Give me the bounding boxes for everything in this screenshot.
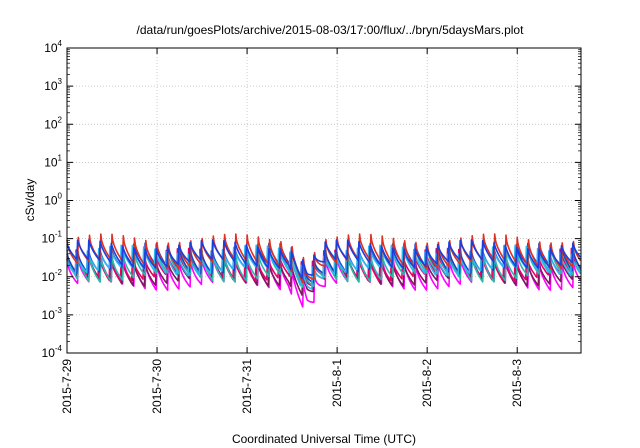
y-tick-label: 103 [44,77,62,93]
y-tick-label: 10-4 [42,344,63,360]
series-line [66,239,582,280]
y-axis-ticks: 10-4 10-3 10-2 10-1 100 101 102 103 104 [42,39,581,360]
grid-lines [66,47,581,354]
y-tick-label: 104 [44,39,62,55]
y-tick-label: 10-2 [42,268,63,284]
y-tick-label: 10-3 [42,306,63,322]
x-tick-label: 2015-7-30 [150,359,164,414]
x-axis-label: Coordinated Universal Time (UTC) [232,432,416,446]
x-tick-label: 2015-7-29 [60,359,74,414]
series-group [66,233,582,308]
x-tick-label: 2015-8-1 [330,359,344,407]
x-tick-label: 2015-8-2 [420,359,434,407]
y-tick-label: 101 [44,153,62,169]
y-tick-label: 10-1 [42,230,63,246]
x-tick-label: 2015-8-3 [510,359,524,407]
y-tick-label: 100 [44,192,62,208]
y-tick-label: 102 [44,115,62,131]
series-line [66,233,582,284]
x-tick-label: 2015-7-31 [240,359,254,414]
chart-title: /data/run/goesPlots/archive/2015-08-03/1… [137,23,525,37]
x-axis-ticks: 2015-7-29 2015-7-30 2015-7-31 2015-8-1 2015-… [60,48,524,414]
y-axis-label: cSv/day [23,179,37,222]
plot-frame [66,47,582,354]
